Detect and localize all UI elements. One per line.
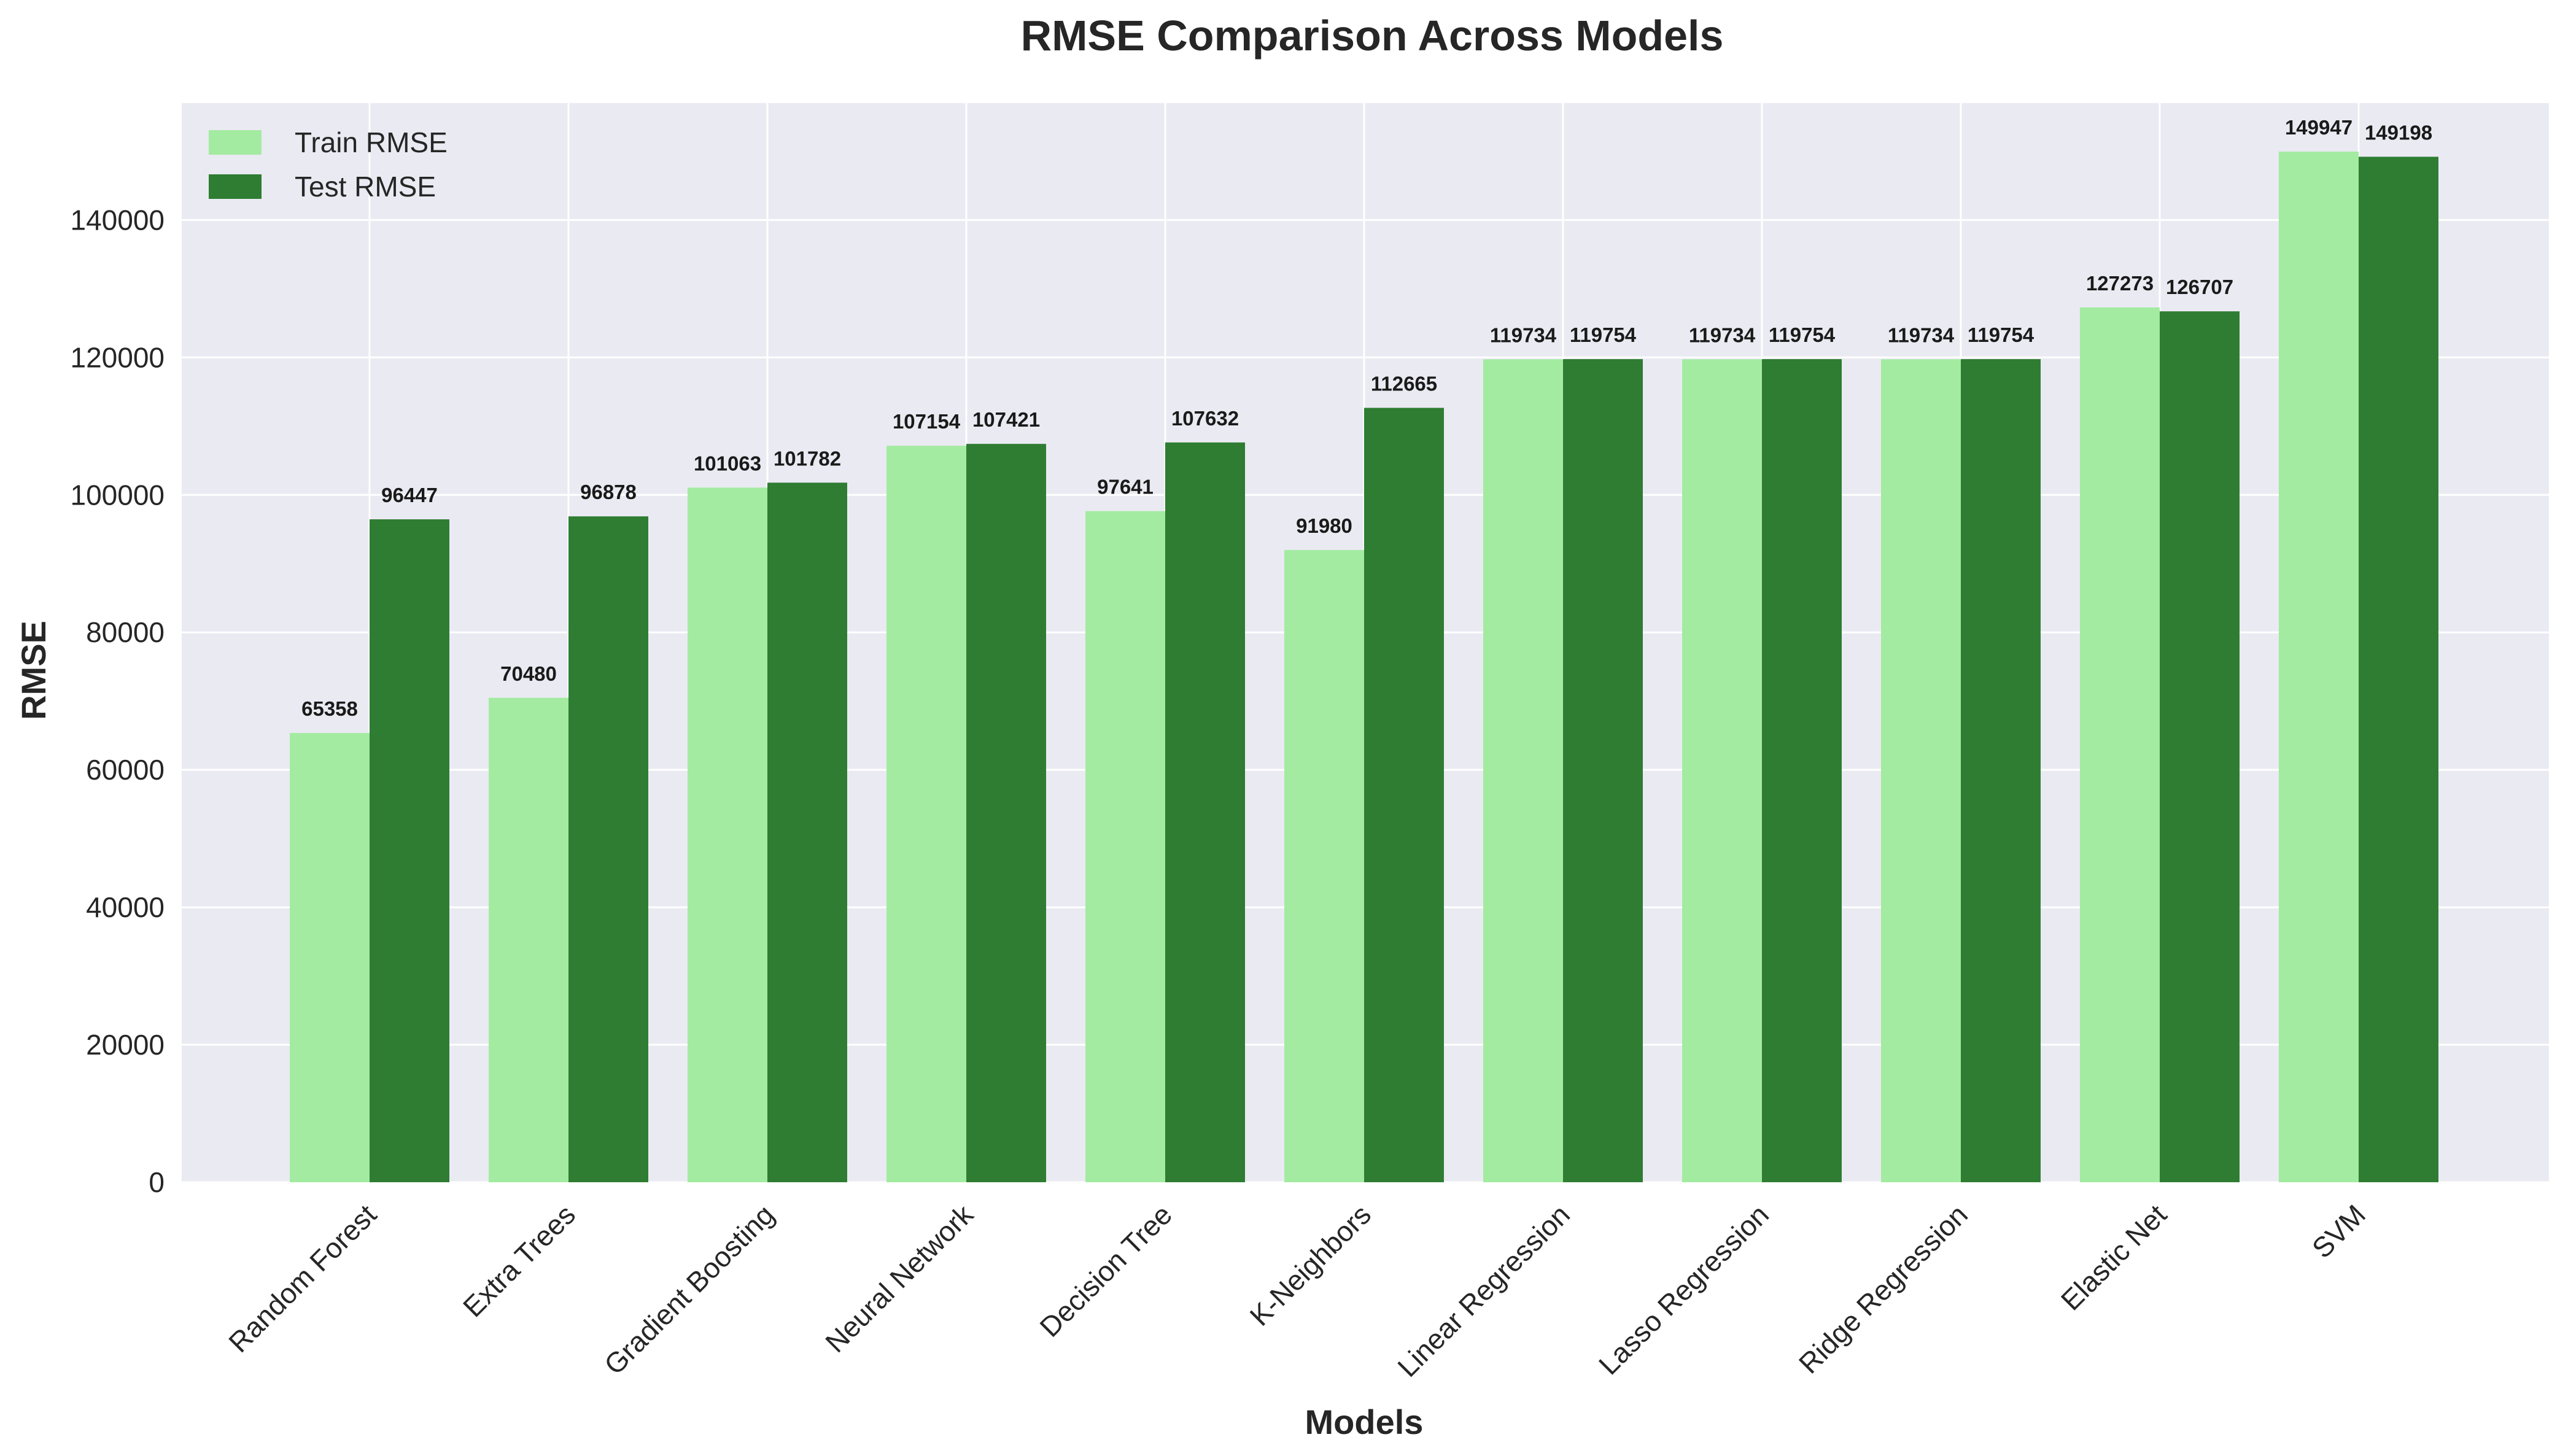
train-rmse-value-label: 127273 [2086, 272, 2154, 295]
test-rmse-value-label: 126707 [2166, 276, 2233, 298]
train-rmse-value-label: 119734 [1689, 323, 1756, 346]
x-tick-label: Extra Trees [457, 1198, 581, 1323]
test-rmse-bar [2160, 311, 2240, 1183]
train-rmse-bar [489, 697, 568, 1182]
test-rmse-bar [1762, 359, 1842, 1182]
train-rmse-bar [1483, 359, 1563, 1183]
test-rmse-value-label: 119754 [1769, 323, 1836, 346]
legend: Train RMSE Test RMSE [209, 126, 448, 203]
train-rmse-value-label: 101063 [694, 452, 761, 474]
x-tick-label: Neural Network [819, 1198, 980, 1359]
train-rmse-bar [290, 733, 370, 1182]
test-rmse-value-label: 119754 [1570, 323, 1637, 346]
legend-label-train: Train RMSE [295, 126, 448, 158]
test-rmse-value-label: 107632 [1171, 407, 1239, 430]
train-rmse-bar [2080, 307, 2160, 1182]
train-rmse-bar [886, 446, 966, 1182]
legend-swatch-train [209, 130, 262, 155]
train-rmse-bar [688, 487, 767, 1183]
y-tick-label: 20000 [86, 1029, 165, 1061]
x-axis-ticks: Random Forest Extra Trees Gradient Boostin… [222, 1198, 2372, 1383]
y-tick-label: 80000 [86, 616, 165, 648]
test-rmse-bar [568, 516, 648, 1183]
test-rmse-value-label: 96878 [580, 481, 637, 503]
y-tick-label: 100000 [71, 479, 165, 511]
chart-title: RMSE Comparison Across Models [1021, 12, 1724, 60]
x-tick-label: Ridge Regression [1793, 1198, 1974, 1379]
x-tick-label: Elastic Net [2055, 1198, 2173, 1316]
test-rmse-bar [1961, 359, 2041, 1182]
x-tick-label: Linear Regression [1391, 1198, 1576, 1383]
y-tick-label: 40000 [86, 891, 165, 923]
test-rmse-bar [1364, 408, 1444, 1183]
legend-swatch-test [209, 174, 262, 199]
test-rmse-bar [2359, 157, 2438, 1182]
test-rmse-value-label: 119754 [1968, 323, 2034, 346]
test-rmse-bar [767, 482, 847, 1182]
test-rmse-value-label: 96447 [381, 484, 438, 506]
train-rmse-value-label: 97641 [1097, 476, 1154, 498]
legend-label-test: Test RMSE [295, 171, 436, 203]
test-rmse-value-label: 107421 [972, 408, 1040, 431]
x-tick-label: Lasso Regression [1592, 1198, 1775, 1380]
train-rmse-value-label: 65358 [301, 697, 358, 720]
x-tick-label: K-Neighbors [1244, 1198, 1378, 1332]
train-rmse-value-label: 107154 [893, 410, 961, 433]
test-rmse-bar [370, 519, 449, 1182]
test-rmse-bar [1165, 442, 1245, 1182]
train-rmse-bar [1682, 359, 1762, 1183]
train-rmse-value-label: 119734 [1888, 323, 1955, 346]
data-labels: 65358 70480 101063 107154 97641 91980 119734 11… [301, 116, 2432, 720]
y-tick-label: 60000 [86, 754, 165, 786]
train-rmse-bar [2279, 151, 2359, 1183]
y-tick-label: 0 [149, 1166, 165, 1198]
train-rmse-value-label: 119734 [1490, 323, 1557, 346]
y-tick-label: 140000 [71, 204, 165, 236]
x-axis-title: Models [1305, 1403, 1424, 1441]
test-rmse-bar [966, 444, 1046, 1183]
test-rmse-value-label: 112665 [1371, 372, 1437, 395]
test-rmse-value-label: 149198 [2365, 121, 2432, 144]
train-rmse-bar [1085, 511, 1165, 1182]
x-tick-label: Random Forest [222, 1198, 382, 1358]
y-axis-ticks: 0 20000 40000 60000 80000 100000 120000 140000 [71, 204, 165, 1198]
bars [290, 151, 2438, 1183]
y-axis-title: RMSE [14, 621, 53, 720]
train-rmse-value-label: 149947 [2285, 116, 2352, 139]
train-rmse-bar [1284, 550, 1364, 1182]
test-rmse-value-label: 101782 [774, 447, 841, 470]
x-tick-label: Decision Tree [1033, 1198, 1178, 1343]
train-rmse-value-label: 91980 [1296, 514, 1352, 537]
train-rmse-value-label: 70480 [500, 662, 557, 685]
y-tick-label: 120000 [71, 341, 165, 373]
x-tick-label: SVM [2306, 1198, 2372, 1264]
train-rmse-bar [1881, 359, 1961, 1183]
x-tick-label: Gradient Boosting [598, 1198, 780, 1380]
test-rmse-bar [1563, 359, 1643, 1182]
